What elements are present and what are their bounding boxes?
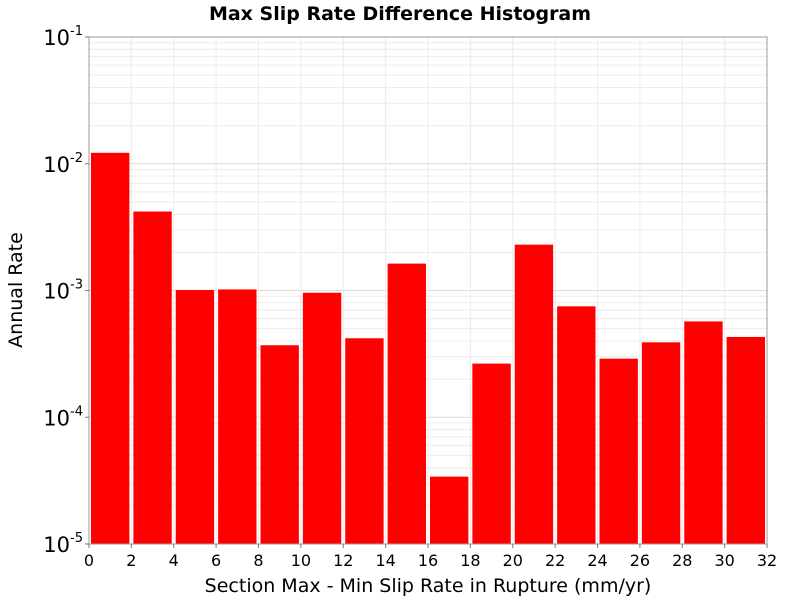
histogram-bar [260, 345, 299, 544]
histogram-bar [430, 476, 469, 544]
histogram-bar [387, 263, 426, 544]
y-axis-label: Annual Rate [5, 232, 27, 348]
histogram-bar [726, 336, 765, 544]
x-tick-label: 2 [126, 551, 136, 570]
x-tick-label: 20 [503, 551, 523, 570]
x-tick-label: 30 [714, 551, 734, 570]
x-tick-label: 28 [672, 551, 692, 570]
histogram-bar [684, 321, 723, 544]
histogram-bar [133, 211, 172, 544]
histogram-bar [175, 289, 215, 544]
x-tick-label: 26 [630, 551, 650, 570]
chart-title: Max Slip Rate Difference Histogram [209, 3, 591, 25]
histogram-bar [218, 289, 257, 544]
histogram-bar [641, 342, 681, 544]
y-tick-label: 10-1 [43, 24, 83, 50]
x-axis-label: Section Max - Min Slip Rate in Rupture (… [205, 575, 652, 597]
histogram-bar [91, 152, 130, 544]
x-tick-label: 24 [587, 551, 607, 570]
x-tick-label: 22 [545, 551, 565, 570]
y-tick-label: 10-5 [43, 531, 83, 557]
x-tick-label: 18 [460, 551, 480, 570]
histogram-bar [302, 292, 342, 544]
x-tick-label: 32 [757, 551, 777, 570]
histogram-bar [599, 358, 638, 544]
y-tick-label: 10-4 [43, 404, 83, 430]
x-tick-label: 14 [375, 551, 395, 570]
x-tick-label: 0 [84, 551, 94, 570]
x-tick-label: 10 [291, 551, 311, 570]
x-tick-label: 6 [211, 551, 221, 570]
x-tick-label: 8 [253, 551, 263, 570]
y-tick-label: 10-2 [43, 151, 83, 177]
x-tick-label: 4 [169, 551, 179, 570]
bars-group [91, 152, 765, 544]
x-tick-label: 12 [333, 551, 353, 570]
x-tick-label: 16 [418, 551, 438, 570]
y-tick-label: 10-3 [43, 278, 83, 304]
y-axis-ticks: 10-5 10-4 10-3 10-2 10-1 [43, 24, 89, 557]
histogram-bar [472, 363, 511, 544]
x-axis-ticks: 0 2 4 6 8 10 12 14 16 18 20 22 24 26 28 30 32 [84, 544, 777, 570]
histogram-bar [514, 244, 554, 544]
histogram-bar [557, 306, 596, 544]
histogram-bar [345, 338, 384, 544]
